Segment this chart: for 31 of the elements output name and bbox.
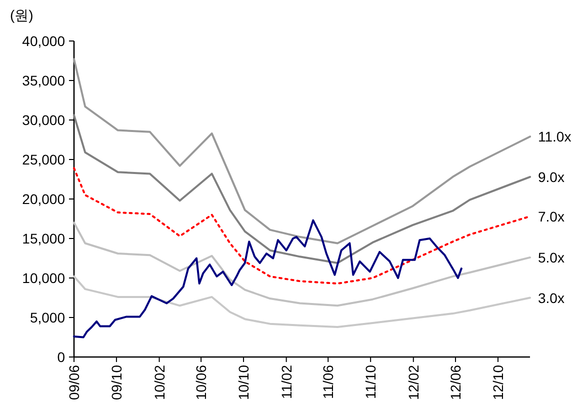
line-series [73,275,531,328]
x-tick-label: 12/02 [405,364,422,400]
y-tick-label: 15,000 [22,230,66,246]
x-tick-label: 10/10 [236,364,252,400]
y-tick-label: 5,000 [30,310,66,326]
line-series [73,167,531,285]
y-tick-label: 40,000 [22,33,66,49]
x-tick-label: 12/06 [448,364,464,400]
x-tick-label: 10/02 [151,364,168,400]
x-tick-label: 10/06 [193,364,210,400]
series-label: 3.0x [538,290,564,306]
line-series [73,114,531,264]
series-label: 11.0x [538,128,572,145]
y-tick-label: 35,000 [22,72,66,88]
series-label: 7.0x [538,208,564,224]
y-tick-label: 20,000 [22,191,66,207]
line-series [73,222,531,307]
y-axis-title: (원) [10,7,34,23]
y-tick-label: 10,000 [22,270,66,286]
x-tick-label: 11/10 [362,364,379,399]
series-label: 5.0x [538,249,564,266]
x-tick-label: 12/10 [490,364,506,400]
y-tick-label: 30,000 [22,112,66,128]
y-tick-label: 25,000 [22,152,66,168]
y-tick-label: 0 [57,349,66,365]
x-tick-label: 09/06 [66,364,82,400]
series-label: 9.0x [538,168,564,185]
x-tick-label: 09/10 [108,364,124,400]
x-tick-label: 11/02 [278,364,294,399]
x-tick-label: 11/06 [320,364,336,399]
line-series [73,58,531,244]
